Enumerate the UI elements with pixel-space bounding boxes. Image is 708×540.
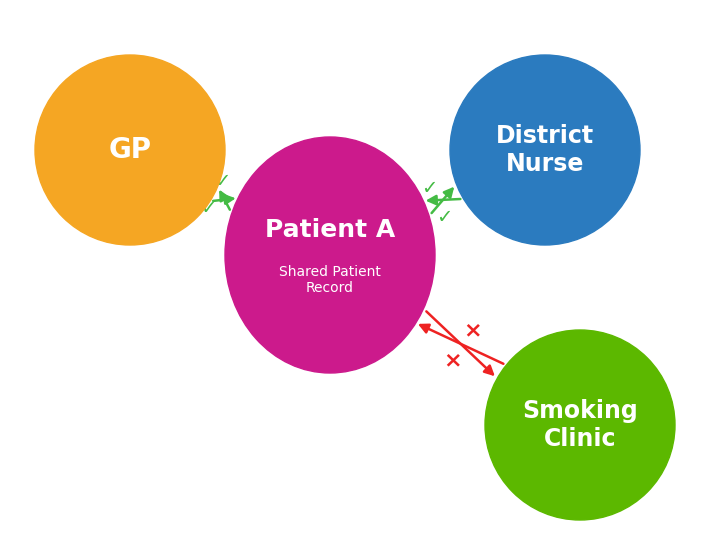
Text: Patient A: Patient A (265, 218, 395, 242)
Text: ×: × (464, 321, 482, 341)
Text: ×: × (444, 350, 462, 370)
Text: ✓: ✓ (215, 172, 231, 191)
Text: Shared Patient
Record: Shared Patient Record (279, 265, 381, 295)
Text: ✓: ✓ (421, 179, 438, 198)
Text: GP: GP (108, 136, 152, 164)
Ellipse shape (450, 55, 640, 245)
Text: ✓: ✓ (200, 199, 217, 218)
Ellipse shape (35, 55, 225, 245)
Ellipse shape (485, 330, 675, 520)
Ellipse shape (225, 137, 435, 373)
Text: ✓: ✓ (435, 208, 452, 227)
Text: Smoking
Clinic: Smoking Clinic (522, 399, 638, 451)
Text: District
Nurse: District Nurse (496, 124, 594, 176)
